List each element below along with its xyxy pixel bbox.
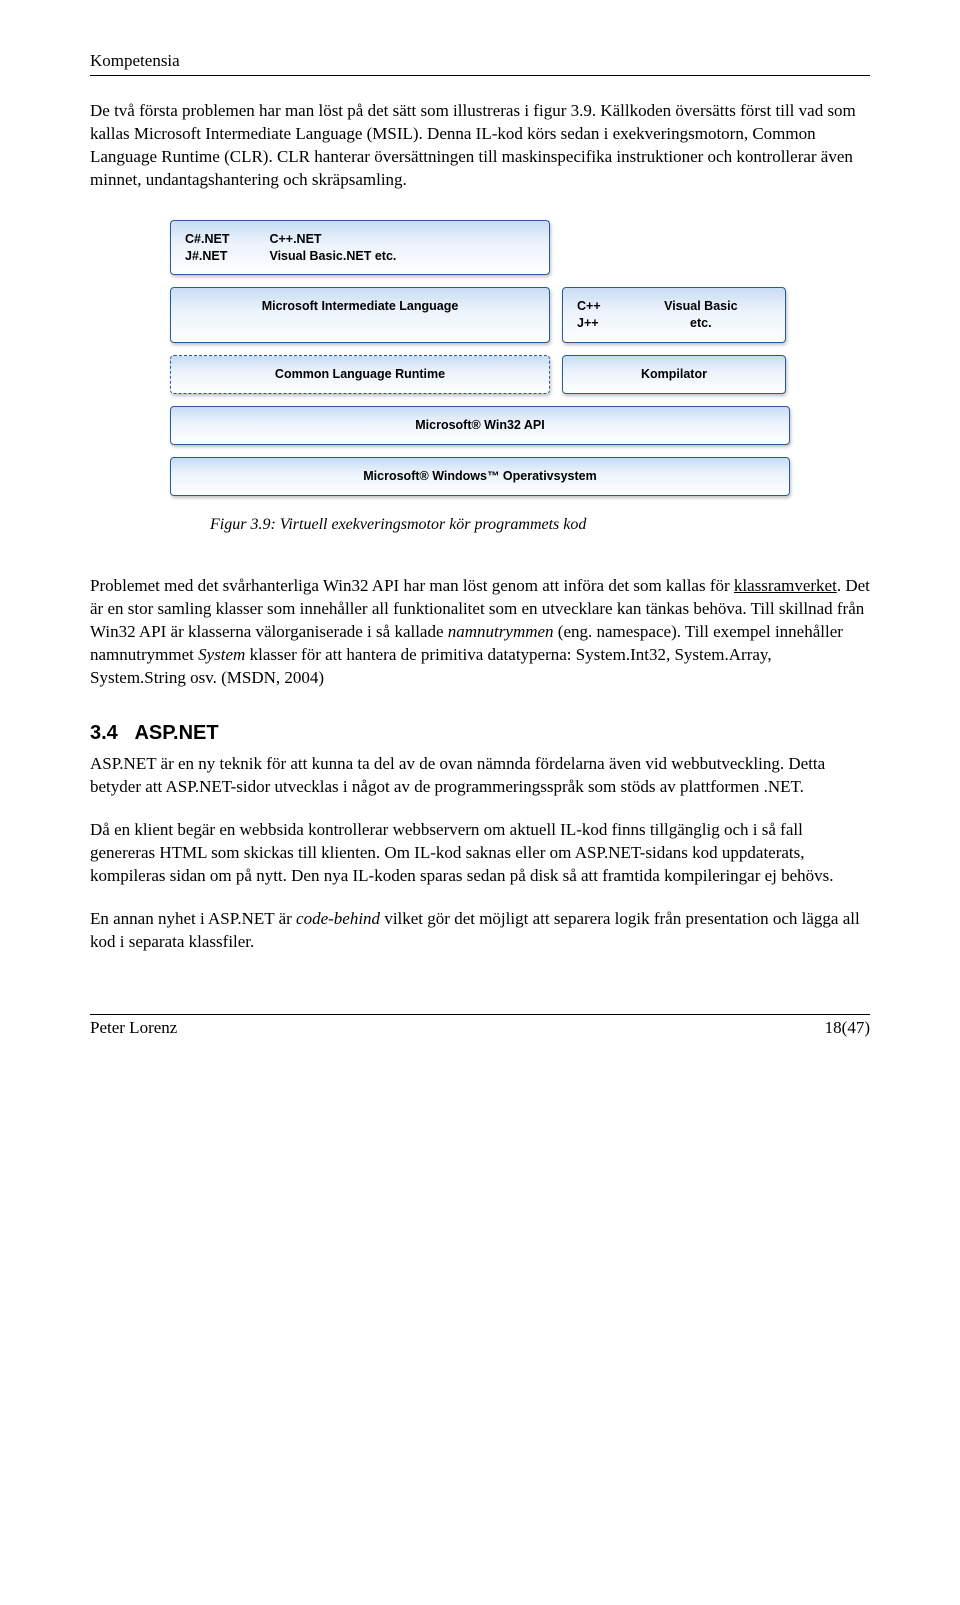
box-msil: Microsoft Intermediate Language: [170, 287, 550, 343]
p2-pre: Problemet med det svårhanterliga Win32 A…: [90, 576, 734, 595]
box-compiler: Kompilator: [562, 355, 786, 394]
p2-link: klassramverket: [734, 576, 837, 595]
p5-pre: En annan nyhet i ASP.NET är: [90, 909, 296, 928]
box-windows-os: Microsoft® Windows™ Operativsystem: [170, 457, 790, 496]
page-header: Kompetensia: [90, 50, 870, 76]
paragraph-aspnet-intro: ASP.NET är en ny teknik för att kunna ta…: [90, 753, 870, 799]
box-win32-api: Microsoft® Win32 API: [170, 406, 790, 445]
lang-etc: etc.: [690, 316, 712, 330]
lang-jsharp: J#.NET: [185, 249, 227, 263]
footer-author: Peter Lorenz: [90, 1017, 177, 1040]
lang-csharp: C#.NET: [185, 232, 229, 246]
paragraph-codebehind: En annan nyhet i ASP.NET är code-behind …: [90, 908, 870, 954]
architecture-diagram: C#.NET J#.NET C++.NET Visual Basic.NET e…: [170, 220, 790, 496]
box-native-languages: C++ J++ Visual Basic etc.: [562, 287, 786, 343]
p5-italic: code-behind: [296, 909, 380, 928]
section-number: 3.4: [90, 722, 118, 744]
p2-italic2: System: [198, 645, 245, 664]
lang-jpp: J++: [577, 316, 599, 330]
lang-cpp: C++: [577, 299, 601, 313]
lang-vb: Visual Basic: [664, 299, 737, 313]
page-footer: Peter Lorenz 18(47): [90, 1014, 870, 1040]
box-dotnet-languages: C#.NET J#.NET C++.NET Visual Basic.NET e…: [170, 220, 550, 276]
lang-vbnet: Visual Basic.NET etc.: [269, 249, 396, 263]
footer-page: 18(47): [825, 1017, 870, 1040]
box-clr: Common Language Runtime: [170, 355, 550, 394]
figure-caption: Figur 3.9: Virtuell exekveringsmotor kör…: [210, 514, 870, 536]
section-heading: 3.4 ASP.NET: [90, 720, 870, 747]
header-title: Kompetensia: [90, 51, 180, 70]
paragraph-aspnet-compile: Då en klient begär en webbsida kontrolle…: [90, 819, 870, 888]
paragraph-classframework: Problemet med det svårhanterliga Win32 A…: [90, 575, 870, 690]
p2-italic1: namnutrymmen: [448, 622, 554, 641]
paragraph-intro: De två första problemen har man löst på …: [90, 100, 870, 192]
lang-cppnet: C++.NET: [269, 232, 321, 246]
section-title: ASP.NET: [134, 722, 218, 744]
